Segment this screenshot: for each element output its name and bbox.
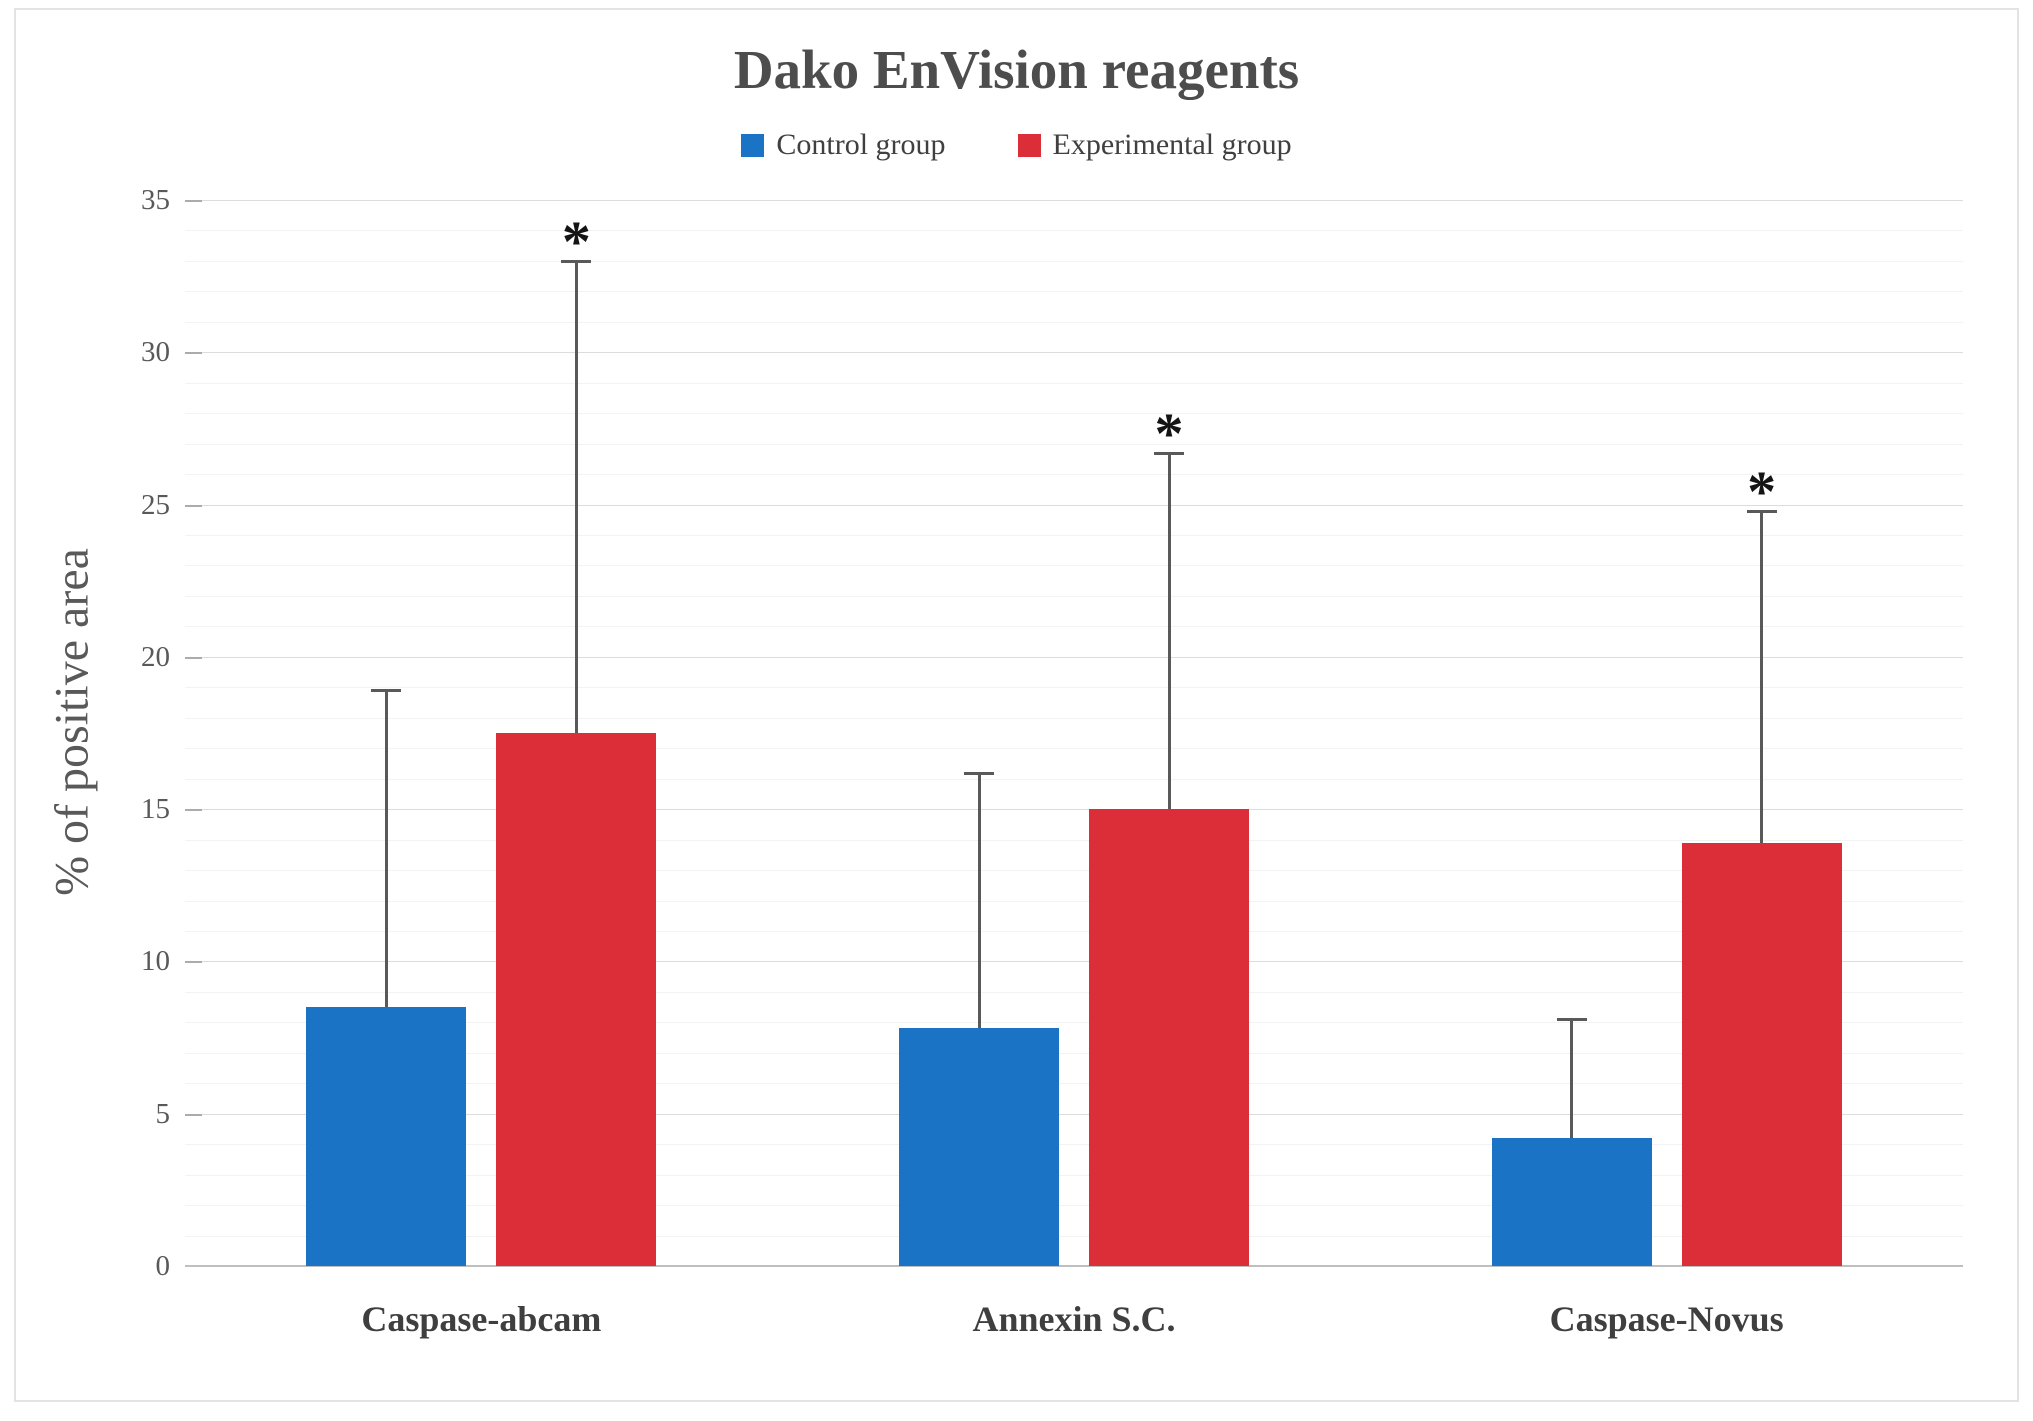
error-bar-experimental-group-caspase-abcam <box>574 260 578 733</box>
significance-marker-annexin-s-c: * <box>1154 400 1184 466</box>
minor-gridline-27 <box>185 443 1963 445</box>
significance-marker-caspase-novus: * <box>1747 458 1777 524</box>
minor-gridline-23 <box>185 565 1963 567</box>
x-axis-line <box>185 1265 1963 1267</box>
y-tick-label-10: 10 <box>141 945 170 978</box>
minor-gridline-34 <box>185 230 1963 232</box>
y-tickmark-30 <box>185 352 202 355</box>
minor-gridline-26 <box>185 474 1963 476</box>
y-tick-label-15: 15 <box>141 793 170 826</box>
chart-title: Dako EnVision reagents <box>733 39 1300 100</box>
minor-gridline-14 <box>185 839 1963 841</box>
bar-control-group-caspase-abcam <box>306 1007 467 1266</box>
y-tickmark-20 <box>185 656 202 659</box>
y-tick-label-30: 30 <box>141 336 170 369</box>
minor-gridline-12 <box>185 900 1963 902</box>
minor-gridline-16 <box>185 778 1963 780</box>
major-gridline-15 <box>185 809 1963 811</box>
minor-gridline-11 <box>185 930 1963 932</box>
major-gridline-20 <box>185 656 1963 658</box>
minor-gridline-28 <box>185 413 1963 415</box>
major-gridline-30 <box>185 352 1963 354</box>
minor-gridline-6 <box>185 1083 1963 1085</box>
category-label-annexin-s-c: Annexin S.C. <box>972 1299 1176 1339</box>
minor-gridline-29 <box>185 382 1963 384</box>
category-label-caspase-abcam: Caspase-abcam <box>361 1299 602 1339</box>
major-gridline-25 <box>185 504 1963 506</box>
minor-gridline-3 <box>185 1174 1963 1176</box>
minor-gridline-18 <box>185 717 1963 719</box>
significance-marker-caspase-abcam: * <box>561 208 591 274</box>
legend-swatch-control-group <box>741 133 765 157</box>
error-bar-control-group-caspase-novus <box>1570 1019 1574 1139</box>
minor-gridline-9 <box>185 991 1963 993</box>
bar-experimental-group-caspase-novus <box>1681 842 1842 1266</box>
error-bar-control-group-caspase-abcam <box>384 690 388 1008</box>
minor-gridline-17 <box>185 748 1963 750</box>
legend-swatch-experimental-group <box>1017 133 1041 157</box>
y-tick-label-0: 0 <box>155 1250 171 1282</box>
error-bar-experimental-group-annexin-s-c <box>1167 452 1171 810</box>
minor-gridline-8 <box>185 1022 1963 1024</box>
legend: Control group Experimental group <box>0 128 2033 162</box>
bar-control-group-caspase-novus <box>1491 1138 1652 1266</box>
error-cap-control-group-annexin-s-c <box>964 771 994 775</box>
legend-item-control-group: Control group <box>741 128 946 162</box>
minor-gridline-22 <box>185 595 1963 597</box>
y-axis-title: % of positive area <box>45 548 99 896</box>
bar-experimental-group-caspase-abcam <box>496 733 657 1266</box>
legend-label-control-group: Control group <box>776 128 946 161</box>
y-tickmark-10 <box>185 961 202 964</box>
major-gridline-5 <box>185 1113 1963 1115</box>
y-tick-label-25: 25 <box>141 488 170 521</box>
figure-border <box>14 8 2019 1402</box>
minor-gridline-4 <box>185 1144 1963 1146</box>
category-label-caspase-novus: Caspase-Novus <box>1549 1299 1784 1339</box>
legend-item-experimental-group: Experimental group <box>1017 128 1292 162</box>
y-tickmark-15 <box>185 809 202 812</box>
minor-gridline-32 <box>185 291 1963 293</box>
bar-control-group-annexin-s-c <box>899 1028 1059 1266</box>
bar-experimental-group-annexin-s-c <box>1089 809 1249 1266</box>
major-gridline-35 <box>185 200 1963 201</box>
minor-gridline-33 <box>185 260 1963 262</box>
error-cap-control-group-caspase-abcam <box>371 689 402 693</box>
error-cap-experimental-group-caspase-novus <box>1746 509 1777 513</box>
minor-gridline-2 <box>185 1205 1963 1207</box>
plot-area: 0 5 10 15 20 25 30 35 * Caspase-abcam * Annexin S.C… <box>141 184 1963 1339</box>
minor-gridline-21 <box>185 626 1963 628</box>
y-tickmark-35 <box>185 200 202 202</box>
error-bar-control-group-annexin-s-c <box>977 772 981 1029</box>
y-tick-label-20: 20 <box>141 640 170 673</box>
y-tick-label-35: 35 <box>141 184 170 216</box>
minor-gridline-7 <box>185 1052 1963 1054</box>
legend-label-experimental-group: Experimental group <box>1052 128 1292 161</box>
minor-gridline-13 <box>185 870 1963 872</box>
minor-gridline-19 <box>185 687 1963 689</box>
minor-gridline-1 <box>185 1235 1963 1237</box>
error-cap-experimental-group-annexin-s-c <box>1154 451 1184 455</box>
minor-gridline-31 <box>185 321 1963 323</box>
error-bar-experimental-group-caspase-novus <box>1760 510 1764 843</box>
error-cap-control-group-caspase-novus <box>1556 1018 1587 1022</box>
y-tickmark-25 <box>185 504 202 507</box>
minor-gridline-24 <box>185 535 1963 537</box>
error-cap-experimental-group-caspase-abcam <box>561 259 592 263</box>
major-gridline-10 <box>185 961 1963 963</box>
y-tickmark-5 <box>185 1113 202 1116</box>
y-tick-label-5: 5 <box>155 1097 171 1130</box>
